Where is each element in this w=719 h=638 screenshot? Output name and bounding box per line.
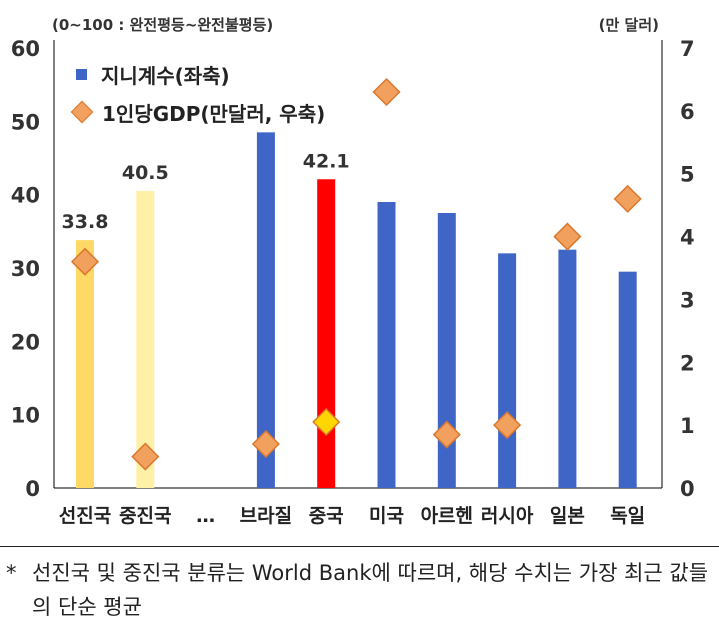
right-axis-tick-label: 6 [680,100,695,124]
gini-data-label: 42.1 [303,150,350,172]
legend-diamond-icon [70,100,94,124]
gdp-diamond-point [372,77,401,107]
left-axis-tick-label: 10 [11,404,40,428]
footnote-marker: * [6,561,17,585]
x-axis-tick-label: … [196,505,215,527]
gdp-diamond-point [251,429,280,459]
left-axis-tick-label: 40 [11,184,40,208]
right-axis-tick-label: 2 [680,351,695,375]
right-axis-tick-label: 4 [680,226,695,250]
x-axis-tick-label: 아르헨 [421,505,473,527]
gini-bar [256,132,275,489]
gdp-diamond-point [70,247,100,276]
left-axis-tick-label: 0 [25,477,40,501]
left-axis-tick-label: 60 [11,37,40,61]
left-axis-tick-label: 50 [11,110,40,134]
legend-label-gdp: 1인당GDP(만달러, 우축) [102,101,326,126]
legend-label-gini: 지니계수(좌축) [101,63,230,88]
chart-svg: 0 10 20 30 40 50 60 0 1 2 3 4 5 6 7 선진국 중진국 … 브라질 중국 미국 아르헨 러시… [11,37,695,527]
chart-area: 0 10 20 30 40 50 60 0 1 2 3 4 5 6 7 선진국 중진국 … 브라질 중국 미국 아르헨 러시… [11,16,695,527]
gini-bar [437,213,456,488]
right-axis-tick-label: 1 [680,414,695,438]
gini-bar [498,253,517,488]
gini-bar [618,271,637,488]
footnote: * 선진국 및 중진국 분류는 World Bank에 따르며, 해당 수치는 … [6,556,711,624]
footnote-divider [0,546,719,547]
legend-item-gdp: 1인당GDP(만달러, 우축) [70,96,326,128]
gini-bar [317,179,336,488]
gini-bar [136,191,155,488]
x-axis-tick-label: 일본 [550,505,585,527]
x-axis-tick-label: 브라질 [240,505,292,527]
right-axis-tick-label: 5 [680,163,695,187]
gini-bar [558,249,577,488]
x-axis-tick-label: 선진국 [59,505,111,527]
gini-data-label: 40.5 [122,162,169,184]
gdp-diamond-point [131,442,160,471]
left-axis-tick-label: 30 [11,257,40,281]
gdp-diamond-point [432,420,461,449]
right-axis-tick-label: 7 [680,37,695,61]
right-axis-tick-label: 0 [680,477,695,501]
gdp-diamond-point [613,184,642,213]
right-axis-unit: (만 달러) [598,16,659,34]
gini-bar [377,202,396,488]
gdp-diamond-point [312,407,341,437]
gdp-diamond-point [553,222,582,251]
footnote-text: 선진국 및 중진국 분류는 World Bank에 따르며, 해당 수치는 가장… [32,561,709,619]
x-axis-tick-label: 중국 [309,505,344,527]
right-axis-tick-label: 3 [680,288,695,312]
x-axis-tick-label: 중진국 [119,505,171,527]
left-axis-unit: (0~100 : 완전평등~완전불평등) [52,16,274,34]
x-axis-tick-label: 미국 [369,505,404,527]
x-axis-tick-label: 러시아 [481,505,534,527]
x-axis-tick-label: 독일 [610,505,645,527]
gini-data-label: 33.8 [62,211,109,233]
legend-square-icon [76,68,87,80]
legend-item-gini: 지니계수(좌축) [72,58,325,90]
gini-bar [76,240,94,488]
left-axis-tick-label: 20 [11,330,40,354]
gdp-diamond-point [493,411,522,440]
legend: 지니계수(좌축) 1인당GDP(만달러, 우축) [70,58,326,134]
